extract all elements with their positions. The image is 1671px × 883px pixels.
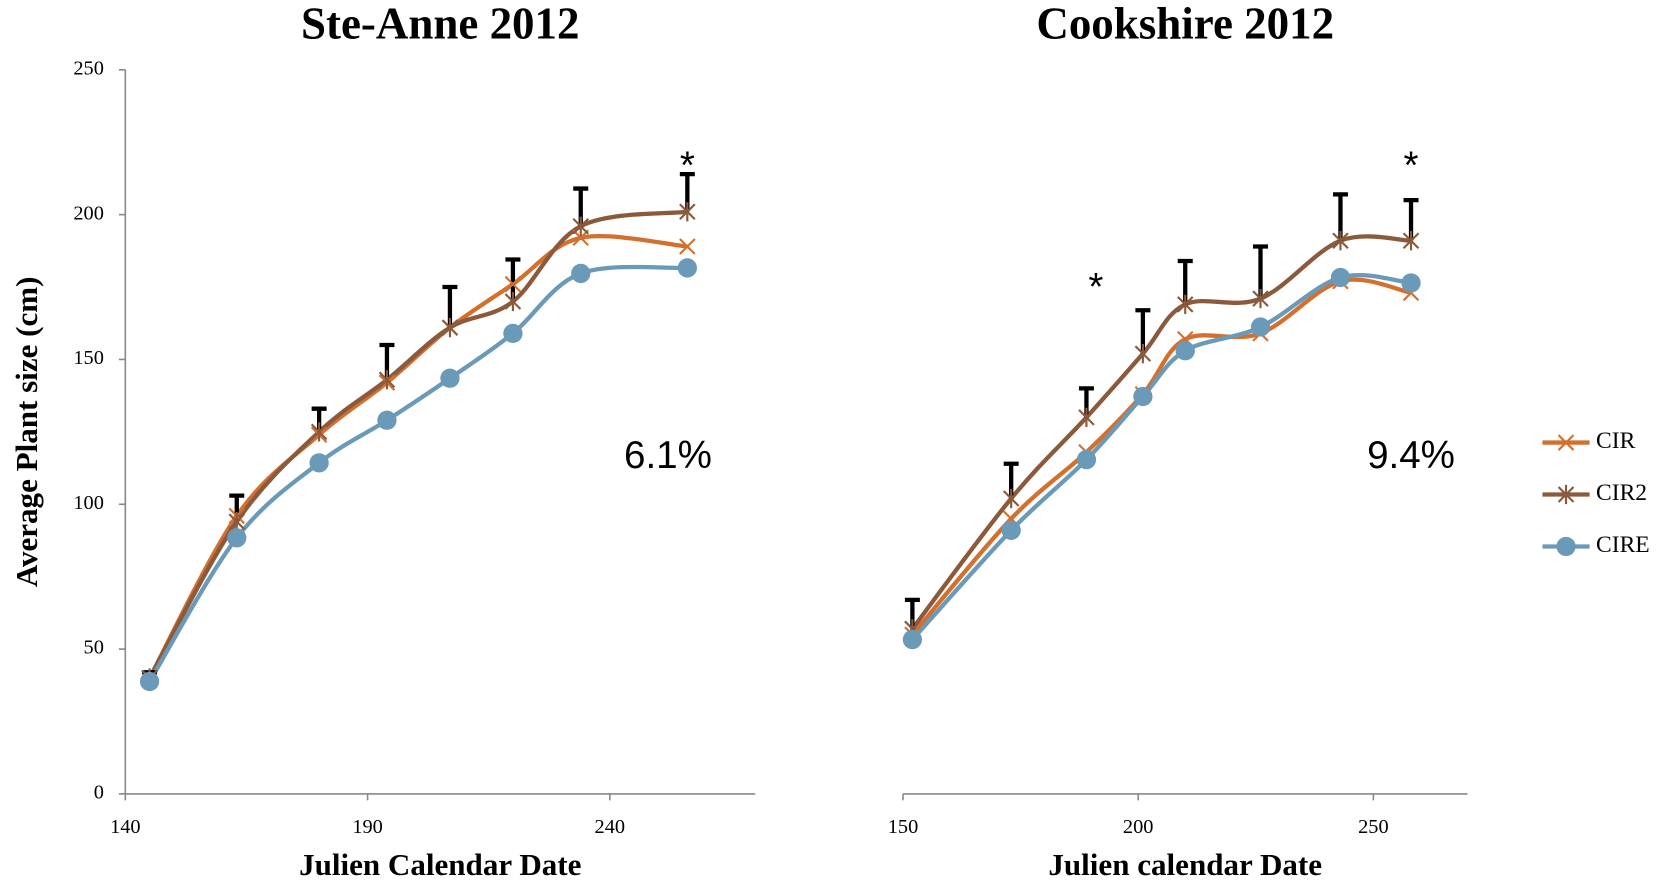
- y-tick-label: 150: [73, 347, 104, 369]
- marker: [228, 512, 246, 532]
- marker: [1402, 231, 1420, 251]
- x-tick-label: 140: [110, 816, 141, 838]
- annotation: 9.4%: [1367, 434, 1455, 477]
- marker: [1557, 434, 1575, 451]
- marker: [504, 291, 522, 312]
- marker: [1252, 288, 1269, 309]
- marker: [1250, 317, 1271, 337]
- marker: [1175, 341, 1195, 361]
- marker: [139, 671, 160, 692]
- marker: [1330, 267, 1351, 288]
- y-axis-label: Average Plant size (cm): [9, 277, 44, 588]
- marker: [571, 263, 591, 284]
- annotation: *: [1404, 144, 1419, 187]
- y-tick-label: 250: [73, 57, 104, 79]
- x-tick-label: 240: [595, 816, 626, 838]
- series-line: [910, 277, 1412, 636]
- series-line: [147, 234, 688, 680]
- series-line: [147, 264, 688, 683]
- marker: [902, 629, 923, 650]
- marker: [572, 216, 590, 236]
- x-axis-label: Julien calendar Date: [1048, 847, 1322, 882]
- marker: [440, 368, 460, 388]
- marker: [441, 317, 459, 338]
- annotation: 6.1%: [624, 434, 712, 477]
- marker: [679, 202, 696, 222]
- legend-label: CIR: [1596, 428, 1636, 454]
- marker: [1401, 273, 1421, 293]
- y-tick-label: 50: [84, 637, 104, 659]
- marker: [309, 453, 329, 473]
- series-line: [147, 209, 688, 680]
- annotation: *: [680, 144, 695, 187]
- marker: [679, 238, 696, 255]
- x-axis-label: Julien Calendar Date: [299, 847, 581, 882]
- y-tick-label: 200: [73, 202, 104, 224]
- marker: [1556, 536, 1576, 557]
- marker: [227, 528, 247, 548]
- marker: [1134, 344, 1152, 364]
- y-tick-label: 100: [73, 492, 104, 514]
- marker: [1076, 450, 1097, 470]
- marker: [1176, 294, 1194, 315]
- chart-title: Ste-Anne 2012: [301, 0, 580, 48]
- series-line: [910, 234, 1412, 631]
- marker: [378, 370, 396, 390]
- marker: [504, 275, 522, 293]
- legend-label: CIRE: [1596, 532, 1650, 558]
- marker: [1002, 488, 1020, 509]
- marker: [377, 410, 397, 430]
- marker: [677, 258, 697, 278]
- marker: [503, 323, 523, 344]
- marker: [1557, 484, 1575, 505]
- marker: [1332, 231, 1349, 251]
- y-tick-label: 0: [94, 782, 104, 804]
- x-tick-label: 190: [352, 816, 383, 838]
- x-tick-label: 150: [888, 816, 919, 838]
- marker: [572, 229, 590, 247]
- x-tick-label: 200: [1123, 816, 1154, 838]
- annotation: *: [1088, 266, 1103, 309]
- marker: [1001, 520, 1021, 540]
- marker: [1078, 407, 1095, 428]
- chart-title: Cookshire 2012: [1036, 0, 1334, 48]
- x-tick-label: 250: [1358, 816, 1389, 838]
- legend-label: CIR2: [1596, 480, 1647, 506]
- marker: [310, 422, 328, 442]
- marker: [1133, 386, 1153, 407]
